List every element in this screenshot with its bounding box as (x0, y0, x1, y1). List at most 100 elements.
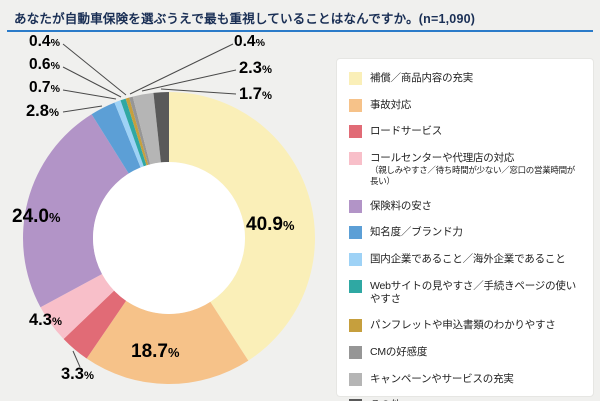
legend-swatch (349, 279, 362, 293)
legend-item-premium: 保険料の安さ (349, 199, 582, 213)
slice-label-domestic: 0.7% (29, 80, 60, 96)
legend-label-main: コールセンターや代理店の対応 (370, 151, 515, 164)
legend-swatch (349, 72, 362, 85)
donut-slice-11 (153, 92, 169, 163)
legend-swatch (349, 372, 362, 386)
donut-slice-5 (91, 102, 141, 174)
percent-sign: % (50, 60, 60, 72)
donut-slice-2 (63, 290, 127, 359)
slice-label-premium: 24.0% (12, 207, 60, 226)
slice-label-other: 1.7% (239, 86, 272, 103)
legend-label-note: （親しみやすさ／待ち時間が少ない／窓口の営業時間が長い） (370, 165, 576, 186)
legend-item-other: その他 (349, 399, 582, 401)
legend-swatch (349, 346, 362, 359)
legend-label: CMの好感度 (370, 346, 428, 358)
legend-label: キャンペーンやサービスの充実 (370, 372, 514, 385)
leader-line-roadservice (72, 350, 81, 368)
percent-sign: % (50, 37, 60, 49)
donut-slice-3 (40, 274, 115, 340)
leader-line-pamphlet (62, 43, 127, 96)
percent-sign: % (282, 218, 295, 233)
leader-line-campaign (141, 69, 237, 92)
slice-label-callcenter: 4.3% (29, 312, 62, 329)
legend-label: コールセンターや代理店の対応 （親しみやすさ／待ち時間が少ない／窓口の営業時間が… (370, 152, 582, 186)
slice-value: 0.6 (29, 56, 51, 73)
legend-label: 国内企業であること／海外企業であること (370, 253, 566, 265)
legend-item-brand: 知名度／ブランド力 (349, 226, 582, 240)
percent-sign: % (167, 345, 180, 360)
donut-hole (93, 162, 245, 314)
legend-label: 知名度／ブランド力 (370, 226, 463, 239)
leader-line-other (160, 88, 237, 95)
donut-slice-1 (86, 300, 249, 384)
slice-value: 2.8 (26, 102, 49, 120)
donut-slice-4 (23, 114, 129, 308)
leader-lines (62, 43, 237, 368)
donut-slice-7 (120, 98, 147, 167)
slice-label-coverage: 40.9% (246, 215, 294, 234)
title-underline (7, 30, 593, 32)
donut-slice-9 (129, 96, 151, 165)
percent-sign: % (50, 83, 60, 95)
legend-label: 保険料の安さ (370, 199, 432, 212)
legend-item-campaign: キャンペーンやサービスの充実 (349, 372, 582, 386)
leader-line-domestic (62, 89, 117, 100)
percent-sign: % (255, 37, 265, 49)
legend-swatch (349, 399, 362, 401)
donut-slice-10 (132, 92, 161, 165)
legend-swatch (349, 125, 362, 139)
slice-label-accident: 18.7% (131, 342, 179, 361)
slice-value: 2.3 (239, 59, 262, 77)
percent-sign: % (261, 64, 272, 76)
slice-value: 4.3 (29, 311, 52, 329)
slice-value: 0.7 (29, 79, 51, 96)
slice-value: 3.3 (61, 365, 84, 383)
legend-swatch (349, 199, 362, 213)
legend-label: パンフレットや申込書類のわかりやすさ (370, 319, 556, 332)
slice-value: 18.7 (131, 341, 168, 362)
legend-item-pamphlet: パンフレットや申込書類のわかりやすさ (349, 319, 582, 333)
legend-item-cm: CMの好感度 (349, 346, 582, 359)
legend-label: 補償／商品内容の充実 (370, 72, 473, 84)
legend-label: ロードサービス (370, 125, 443, 138)
legend-item-coverage: 補償／商品内容の充実 (349, 72, 582, 85)
legend-item-roadservice: ロードサービス (349, 125, 582, 139)
percent-sign: % (48, 210, 61, 225)
legend-item-domestic: 国内企業であること／海外企業であること (349, 253, 582, 266)
slice-value: 1.7 (239, 85, 262, 103)
legend-label: Webサイトの見やすさ／手続きページの使いやすさ (370, 279, 576, 305)
legend-item-accident: 事故対応 (349, 98, 582, 112)
slice-label-cm: 0.4% (234, 34, 265, 50)
percent-sign: % (51, 316, 62, 328)
leader-line-brand (62, 105, 103, 113)
slice-label-campaign: 2.3% (239, 60, 272, 77)
percent-sign: % (83, 370, 94, 382)
slice-value: 24.0 (12, 206, 49, 227)
donut-slice-8 (125, 97, 149, 166)
slice-label-website: 0.6% (29, 57, 60, 73)
legend-item-website: Webサイトの見やすさ／手続きページの使いやすさ (349, 279, 582, 306)
percent-sign: % (48, 107, 59, 119)
legend: 補償／商品内容の充実 事故対応 ロードサービス コールセンターや代理店の対応 （… (336, 58, 594, 401)
leader-line-cm (129, 43, 234, 95)
slice-label-pamphlet: 0.4% (29, 34, 60, 50)
page-title: あなたが自動車保険を選ぶうえで最も重視していることはなんですか。(n=1,090… (14, 12, 476, 26)
donut-slice-0 (169, 92, 315, 361)
slice-value: 0.4 (29, 33, 51, 50)
slice-value: 0.4 (234, 33, 256, 50)
slice-label-brand: 2.8% (26, 103, 59, 120)
legend-label: 事故対応 (370, 98, 412, 111)
legend-label: その他 (370, 399, 401, 401)
legend-swatch (349, 319, 362, 333)
slice-label-roadservice: 3.3% (61, 366, 94, 383)
leader-line-website (62, 66, 122, 98)
donut-slice-6 (114, 100, 144, 168)
legend-swatch (349, 151, 362, 165)
legend-swatch (349, 98, 362, 112)
legend-swatch (349, 253, 362, 266)
slice-value: 40.9 (246, 214, 283, 235)
percent-sign: % (261, 90, 272, 102)
legend-item-callcenter: コールセンターや代理店の対応 （親しみやすさ／待ち時間が少ない／窓口の営業時間が… (349, 151, 582, 186)
